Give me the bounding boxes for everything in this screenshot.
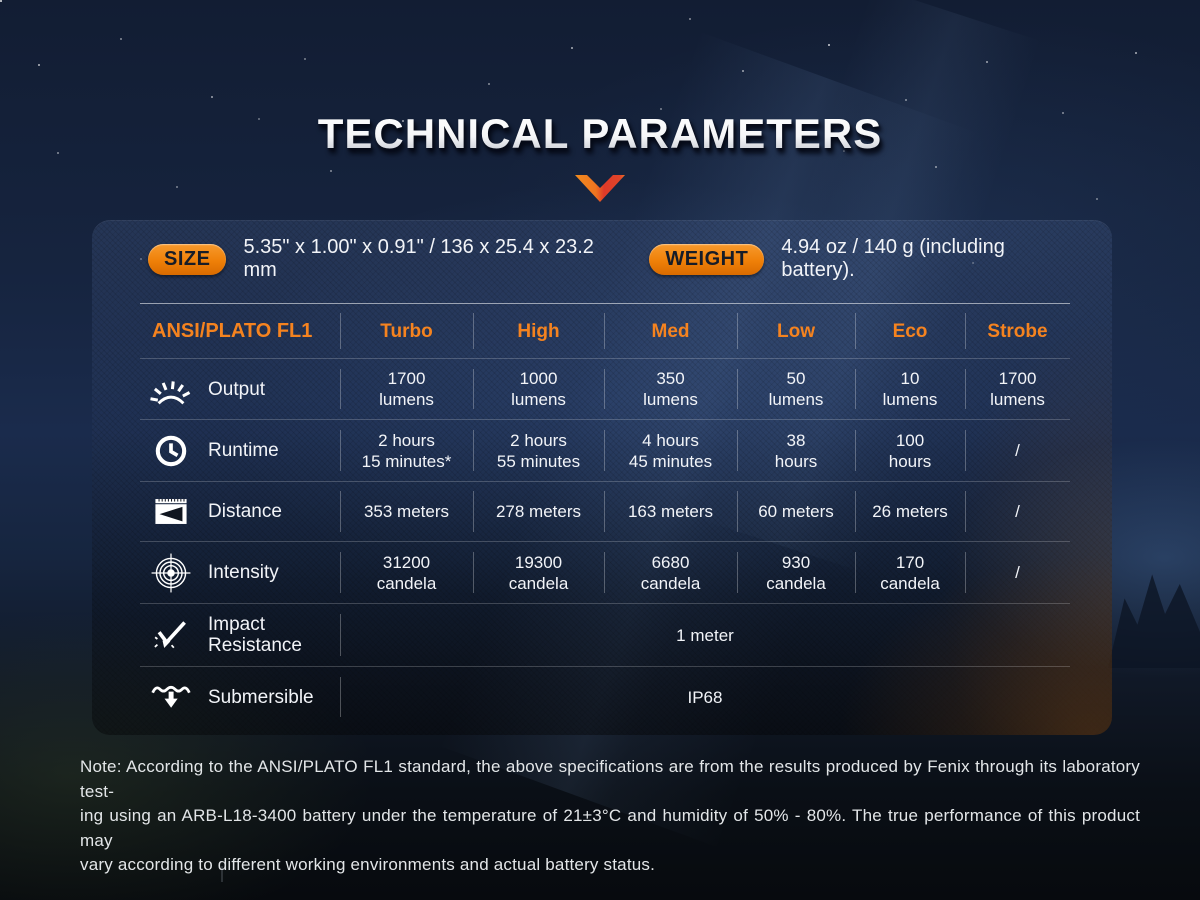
cell-intensity-turbo: 31200 candela	[340, 542, 473, 603]
row-label: Submersible	[208, 686, 314, 708]
spec-row-output: Output 1700 lumens 1000 lumens 350 lumen…	[140, 358, 1070, 419]
cell-runtime-turbo: 2 hours 15 minutes*	[340, 420, 473, 481]
target-intensity-icon	[148, 553, 194, 593]
cell-output-strobe: 1700 lumens	[965, 359, 1070, 419]
cell-output-med: 350 lumens	[604, 359, 737, 419]
column-header-standard: ANSI/PLATO FL1	[152, 319, 313, 342]
cell-intensity-eco: 170 candela	[855, 542, 965, 603]
column-header-high: High	[473, 304, 604, 358]
cell-intensity-high: 19300 candela	[473, 542, 604, 603]
cell-distance-med: 163 meters	[604, 482, 737, 541]
spec-row-submersible: Submersible IP68	[140, 666, 1070, 727]
cell-runtime-eco: 100 hours	[855, 420, 965, 481]
row-label: Impact Resistance	[208, 614, 302, 656]
cell-runtime-high: 2 hours 55 minutes	[473, 420, 604, 481]
cell-runtime-med: 4 hours 45 minutes	[604, 420, 737, 481]
mountain-silhouette	[1108, 574, 1200, 668]
cell-impact-value: 1 meter	[340, 604, 1070, 666]
spec-row-impact-resistance: Impact Resistance 1 meter	[140, 603, 1070, 666]
cursor-artifact	[221, 866, 223, 882]
cell-output-high: 1000 lumens	[473, 359, 604, 419]
cell-distance-high: 278 meters	[473, 482, 604, 541]
size-weight-row: SIZE 5.35" x 1.00" x 0.91" / 136 x 25.4 …	[148, 236, 1078, 281]
row-label: Output	[208, 378, 266, 400]
column-header-low: Low	[737, 304, 855, 358]
page-title: TECHNICAL PARAMETERS	[0, 110, 1200, 158]
cell-runtime-low: 38 hours	[737, 420, 855, 481]
size-value: 5.35" x 1.00" x 0.91" / 136 x 25.4 x 23.…	[243, 236, 594, 281]
impact-arrow-icon	[148, 619, 194, 651]
cell-distance-turbo: 353 meters	[340, 482, 473, 541]
row-label-cell: Intensity	[140, 542, 340, 603]
cell-output-turbo: 1700 lumens	[340, 359, 473, 419]
weight-badge-label: WEIGHT	[665, 247, 749, 270]
row-label-cell: Distance	[140, 482, 340, 541]
row-label-cell: Runtime	[140, 420, 340, 481]
spec-row-intensity: Intensity 31200 candela 19300 candela 66…	[140, 541, 1070, 603]
sun-rays-icon	[148, 371, 194, 407]
chevron-down-icon	[575, 175, 625, 202]
cell-runtime-strobe: /	[965, 420, 1070, 481]
weight-value: 4.94 oz / 140 g (including battery).	[781, 236, 1005, 281]
beam-distance-icon	[148, 498, 194, 525]
row-label: Intensity	[208, 562, 279, 583]
column-header-eco: Eco	[855, 304, 965, 358]
water-submersible-icon	[148, 683, 194, 711]
column-header-strobe: Strobe	[965, 304, 1070, 358]
size-badge: SIZE	[148, 243, 227, 275]
cell-output-low: 50 lumens	[737, 359, 855, 419]
stars-decoration	[0, 0, 2, 2]
spec-row-runtime: Runtime 2 hours 15 minutes* 2 hours 55 m…	[140, 419, 1070, 481]
row-label-cell: Impact Resistance	[140, 604, 340, 666]
column-header-med: Med	[604, 304, 737, 358]
cell-submersible-value: IP68	[340, 667, 1070, 727]
table-header-row: ANSI/PLATO FL1 Turbo High Med Low Eco St…	[140, 303, 1070, 358]
clock-icon	[148, 434, 194, 468]
cell-distance-strobe: /	[965, 482, 1070, 541]
cell-intensity-strobe: /	[965, 542, 1070, 603]
cell-intensity-med: 6680 candela	[604, 542, 737, 603]
column-header-turbo: Turbo	[340, 304, 473, 358]
row-label: Runtime	[208, 440, 279, 461]
row-label-cell: Output	[140, 359, 340, 419]
cell-output-eco: 10 lumens	[855, 359, 965, 419]
row-label: Distance	[208, 501, 282, 522]
size-badge-label: SIZE	[164, 247, 211, 270]
spec-row-distance: Distance 353 meters 278 meters 163 meter…	[140, 481, 1070, 541]
spec-panel: SIZE 5.35" x 1.00" x 0.91" / 136 x 25.4 …	[92, 220, 1112, 735]
spec-table: ANSI/PLATO FL1 Turbo High Med Low Eco St…	[140, 303, 1070, 727]
cell-distance-eco: 26 meters	[855, 482, 965, 541]
footnote-text: Note: According to the ANSI/PLATO FL1 st…	[80, 757, 1140, 874]
cell-intensity-low: 930 candela	[737, 542, 855, 603]
cell-distance-low: 60 meters	[737, 482, 855, 541]
weight-badge: WEIGHT	[649, 243, 765, 275]
row-label-cell: Submersible	[140, 667, 340, 727]
